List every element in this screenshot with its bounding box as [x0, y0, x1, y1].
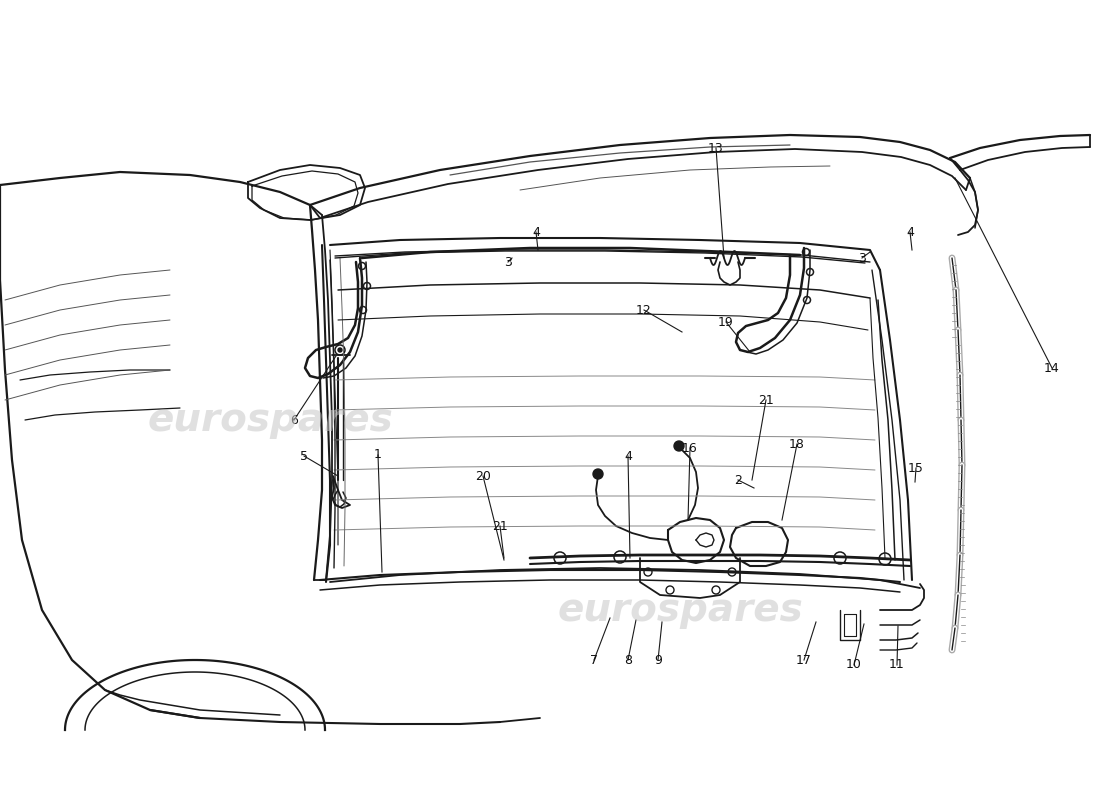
Text: 6: 6: [290, 414, 298, 426]
Text: 11: 11: [889, 658, 905, 671]
Text: 5: 5: [300, 450, 308, 462]
Text: 10: 10: [846, 658, 862, 671]
Text: 3: 3: [504, 255, 512, 269]
Text: 3: 3: [858, 251, 866, 265]
Text: 19: 19: [718, 315, 734, 329]
Text: 14: 14: [1044, 362, 1060, 374]
Text: 4: 4: [624, 450, 631, 462]
Text: 21: 21: [758, 394, 774, 406]
Text: 16: 16: [682, 442, 697, 454]
Text: 12: 12: [636, 303, 652, 317]
Text: 20: 20: [475, 470, 491, 482]
Circle shape: [593, 469, 603, 479]
Text: 8: 8: [624, 654, 632, 666]
Text: 4: 4: [906, 226, 914, 238]
Circle shape: [338, 348, 342, 352]
Text: 9: 9: [654, 654, 662, 666]
Text: 1: 1: [374, 449, 382, 462]
Circle shape: [674, 441, 684, 451]
Text: 18: 18: [789, 438, 805, 450]
Text: eurospares: eurospares: [557, 591, 803, 629]
Text: 15: 15: [909, 462, 924, 474]
Text: 17: 17: [796, 654, 812, 666]
Text: 7: 7: [590, 654, 598, 666]
Text: 13: 13: [708, 142, 724, 154]
Text: 21: 21: [492, 519, 508, 533]
Text: 2: 2: [734, 474, 741, 486]
Text: 4: 4: [532, 226, 540, 238]
Text: eurospares: eurospares: [147, 401, 393, 439]
